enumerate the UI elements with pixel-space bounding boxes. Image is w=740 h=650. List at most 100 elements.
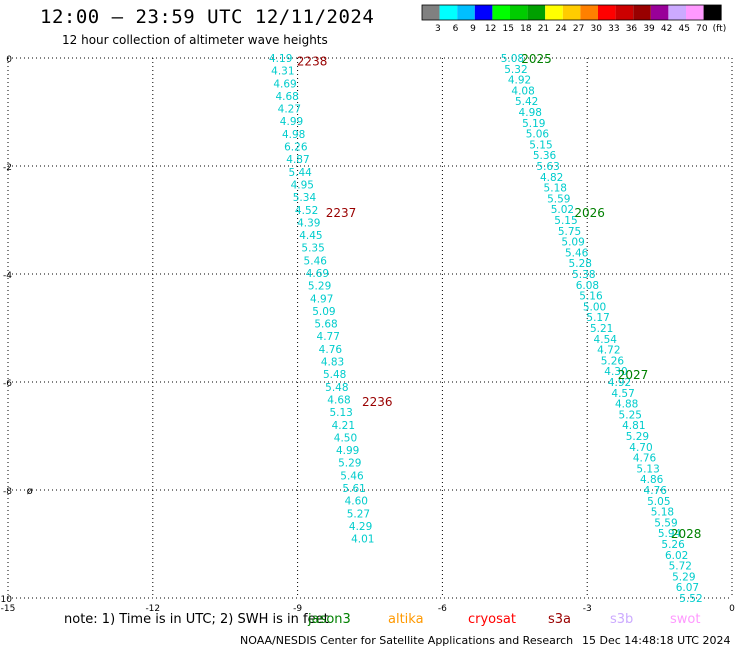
wave-height-point: 4.60 [345, 496, 368, 508]
wave-height-point: 4.27 [278, 104, 301, 116]
scale-label: 24 [555, 24, 567, 34]
wave-height-point: 5.16 [579, 291, 603, 303]
pass-time-labels: 2238 2237 2236 2025 2026 2027 2028 [297, 52, 702, 541]
wave-height-point: 4.76 [319, 344, 343, 356]
wave-height-point: 4.69 [306, 268, 329, 280]
wave-height-point: 4.99 [336, 445, 359, 457]
wave-height-point: 4.19 [269, 53, 292, 65]
wave-height-point: 4.76 [633, 453, 657, 465]
wave-height-point: 5.26 [661, 539, 685, 551]
wave-height-point: 5.18 [651, 507, 674, 519]
scale-label: 12 [485, 24, 496, 34]
pass-time-label: 2237 [326, 206, 357, 220]
wave-height-point: 5.46 [304, 255, 328, 267]
wave-height-point: 4.29 [349, 521, 372, 533]
note-text: note: 1) Time is in UTC; 2) SWH is in fe… [64, 612, 329, 627]
scale-label: 21 [538, 24, 549, 34]
scale-label: 27 [573, 24, 584, 34]
wave-height-point: 5.18 [544, 183, 567, 195]
wave-height-point: 5.44 [288, 167, 312, 179]
wave-height-point: 5.15 [554, 215, 577, 227]
wave-height-point: 6.26 [284, 142, 308, 154]
wave-height-point: 5.26 [601, 355, 625, 367]
grid-lines [7, 57, 733, 599]
wave-height-point: 5.94 [658, 528, 682, 540]
footer-timestamp: 15 Dec 14:48:18 UTC 2024 [582, 634, 731, 647]
wave-height-point: 5.75 [558, 226, 581, 238]
pass-time-label: 2027 [618, 368, 649, 382]
wave-height-point: 5.34 [293, 192, 317, 204]
satellite-legend-swot: swot [670, 612, 701, 627]
wave-height-point: 5.00 [583, 301, 606, 313]
scale-label: 3 [435, 24, 441, 34]
wave-height-point: 5.25 [619, 409, 642, 421]
satellite-legend-jason3: jason3 [308, 612, 351, 627]
scale-swatch [580, 5, 598, 20]
pass-time-label: 2026 [574, 206, 605, 220]
scale-swatch [510, 5, 528, 20]
location-marker: ø [27, 486, 33, 497]
page-title: 12:00 — 23:59 UTC 12/11/2024 [40, 6, 375, 28]
wave-height-point: 5.29 [338, 458, 361, 470]
scale-swatch [633, 5, 651, 20]
wave-height-point: 4.21 [332, 420, 355, 432]
wave-height-point: 5.68 [314, 319, 337, 331]
y-tick-label: -4 [3, 271, 12, 281]
wave-height-point: 4.92 [608, 377, 631, 389]
wave-height-point: 5.27 [347, 508, 370, 520]
pass-time-label: 2236 [362, 395, 393, 409]
scale-swatch [703, 5, 722, 20]
wave-height-point: 5.52 [679, 593, 702, 605]
y-tick-label: -8 [3, 487, 12, 497]
wave-height-point: 5.02 [551, 204, 574, 216]
wave-height-point: 5.13 [636, 463, 659, 475]
wave-height-point: 4.01 [351, 534, 374, 546]
scale-swatch [439, 5, 458, 20]
color-scale-legend: 3 6 9 12 15 18 21 24 27 30 33 36 39 42 45 70 (ft) [421, 4, 727, 34]
wave-height-point: 4.86 [640, 474, 664, 486]
wave-height-point: 5.35 [301, 243, 324, 255]
scale-swatch [492, 5, 510, 20]
wave-height-point: 5.05 [647, 496, 670, 508]
y-tick-label: -10 [0, 595, 12, 605]
wave-height-point: 4.97 [310, 293, 333, 305]
wave-height-point: 6.02 [665, 550, 688, 562]
wave-height-point: 5.09 [312, 306, 335, 318]
wave-height-point: 4.82 [540, 172, 563, 184]
wave-height-point: 5.46 [340, 470, 364, 482]
wave-height-point: 5.48 [325, 382, 348, 394]
wave-height-point: 5.29 [672, 571, 695, 583]
wave-height-point: 4.45 [299, 230, 322, 242]
wave-height-point: 5.15 [529, 139, 552, 151]
wave-height-point: 5.17 [586, 312, 609, 324]
wave-height-point: 4.83 [321, 357, 344, 369]
wave-height-point: 4.54 [594, 334, 618, 346]
scale-label: 70 [696, 24, 708, 34]
scale-swatch [474, 5, 493, 20]
scale-label: 39 [643, 24, 655, 34]
scale-label: 18 [520, 24, 532, 34]
wave-height-point: 4.81 [622, 420, 645, 432]
x-tick-label: -12 [145, 604, 160, 614]
wave-height-point: 6.07 [676, 582, 699, 594]
wave-height-point: 5.28 [569, 258, 592, 270]
scale-swatch [527, 5, 546, 20]
wave-height-point: 4.39 [297, 217, 320, 229]
wave-height-point: 5.29 [308, 281, 331, 293]
scale-swatch [668, 5, 686, 20]
wave-height-point: 5.13 [329, 407, 352, 419]
wave-height-point: 5.36 [533, 150, 557, 162]
wave-height-point: 4.92 [508, 75, 531, 87]
wave-height-point: 5.48 [323, 369, 346, 381]
wave-height-point: 4.95 [291, 179, 314, 191]
scale-label: 9 [470, 24, 476, 34]
wave-height-point: 5.38 [572, 269, 595, 281]
wave-height-point: 5.09 [561, 237, 584, 249]
wave-height-point: 4.77 [317, 331, 340, 343]
wave-height-point: 4.52 [295, 205, 318, 217]
scale-label: (ft) [713, 24, 727, 34]
wave-height-point: 4.72 [597, 345, 620, 357]
scale-label: 33 [608, 24, 619, 34]
scale-swatch [545, 5, 563, 20]
satellite-legend-cryosat: cryosat [468, 612, 516, 627]
